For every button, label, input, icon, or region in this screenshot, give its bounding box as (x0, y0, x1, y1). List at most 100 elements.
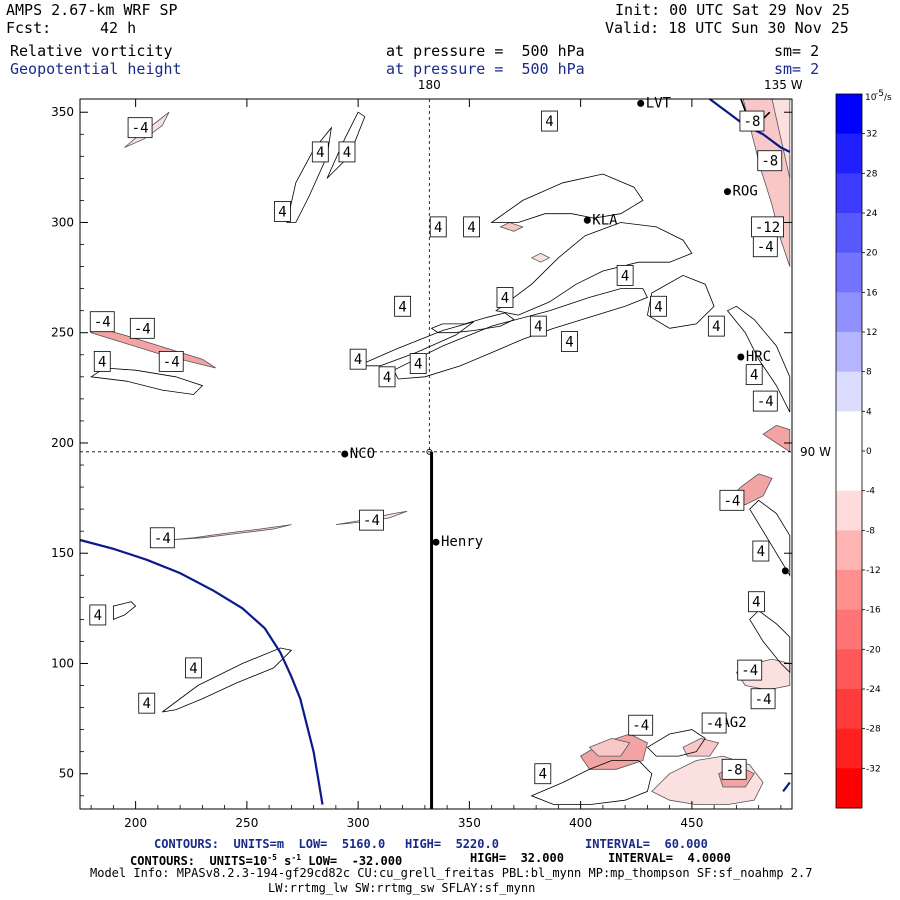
positive-vorticity-contour (749, 499, 791, 577)
contour-label: 4 (98, 354, 106, 370)
contour-label: 4 (434, 220, 442, 236)
colorbar-unit-exp: -5 (875, 89, 884, 99)
contour-label: -8 (744, 114, 761, 130)
contour-label: 4 (654, 299, 662, 315)
contour-label-box (757, 150, 783, 172)
station-label: HRC (746, 349, 771, 365)
field2-smoothing: sm= 2 (774, 60, 820, 78)
contour-label: -8 (726, 762, 743, 778)
station-marker (341, 450, 349, 458)
colorbar-tick-label: 20 (866, 249, 878, 259)
negative-vorticity-contour (762, 424, 791, 453)
station-marker (583, 216, 591, 224)
contour-label-box (149, 527, 175, 549)
positive-vorticity-contour (89, 367, 204, 395)
contour-label-box (752, 540, 770, 562)
station-marker (737, 353, 745, 361)
station-label: ROG (732, 184, 757, 200)
contour-label-box (378, 366, 396, 388)
contour-label-box (349, 348, 367, 370)
contour-label-box (138, 692, 156, 714)
contour-label-box (752, 390, 778, 412)
vorticity-contour-info: CONTOURS: UNITS=10-5 s-1 LOW= -32.000 (130, 853, 403, 868)
colorbar-segment (836, 530, 862, 571)
contour-label: -4 (632, 718, 649, 734)
station-marker (781, 567, 789, 575)
colorbar-segment (836, 292, 862, 333)
positive-vorticity-contour (749, 610, 791, 674)
contour-label-box (701, 712, 727, 734)
colorbar-tick-label: 12 (866, 328, 877, 338)
contour-label: 4 (354, 352, 362, 368)
contour-label-box (409, 353, 427, 374)
height-contour-high: HIGH= 5220.0 (405, 837, 499, 851)
contour-label-box (719, 489, 745, 511)
vorticity-contour-high: HIGH= 32.000 (470, 851, 564, 865)
contour-label: 4 (343, 145, 351, 161)
corner-label: 135 W (764, 78, 803, 92)
parallel-label: 90 W (800, 445, 831, 459)
colorbar-tick-label: 24 (866, 209, 878, 219)
positive-vorticity-contour (393, 288, 648, 380)
contour-label: 4 (94, 608, 102, 624)
contour-label-box (311, 141, 329, 163)
field2-name: Geopotential height (10, 60, 182, 78)
contour-label-box (561, 331, 578, 352)
contour-label-box (93, 350, 111, 372)
positive-vorticity-contour (726, 305, 791, 413)
positive-vorticity-contour (646, 274, 715, 329)
contour-label-box (496, 287, 514, 308)
y-tick-label: 250 (51, 326, 74, 340)
colorbar-segment (836, 411, 862, 452)
station-label: Henry (441, 534, 483, 550)
negative-vorticity-contour (90, 327, 216, 369)
height-contour (79, 538, 324, 805)
colorbar-tick-label: 4 (866, 407, 872, 417)
height-contour-interval: INTERVAL= 60.000 (585, 837, 708, 851)
contour-label-box (745, 364, 763, 386)
x-tick-label: 400 (569, 816, 592, 830)
contour-label: 4 (545, 114, 553, 130)
contour-label: -4 (741, 663, 758, 679)
contour-label-box (394, 295, 412, 317)
colorbar-tick-label: 32 (866, 130, 877, 140)
station-label: KLA (592, 212, 618, 228)
colorbar-segment (836, 252, 862, 293)
plot-frame (79, 98, 793, 810)
contour-label-box (129, 317, 155, 339)
colorbar-segment (836, 570, 862, 611)
contour-label: -4 (755, 692, 772, 708)
contour-label: 4 (316, 145, 324, 161)
vorticity-contour-interval: INTERVAL= 4.0000 (608, 851, 731, 865)
colorbar-unit: 10 (865, 93, 877, 103)
contour-label: -4 (132, 121, 149, 137)
valid-time: Valid: 18 UTC Sun 30 Nov 25 (605, 19, 849, 37)
contour-label: 4 (534, 319, 542, 335)
colorbar-segment (836, 490, 862, 531)
colorbar-segment (836, 609, 862, 650)
contour-label: 4 (414, 357, 422, 373)
colorbar-unit-suffix: /s (884, 93, 892, 103)
contour-label-box (752, 236, 778, 258)
x-tick-label: 300 (347, 816, 370, 830)
colorbar-segment (836, 451, 862, 492)
negative-vorticity-contour (530, 252, 551, 263)
field1-name: Relative vorticity (10, 42, 173, 60)
station-marker (637, 99, 645, 107)
contour-label: 4 (565, 335, 573, 351)
contour-label-box (750, 688, 776, 710)
contour-label: -4 (706, 716, 723, 732)
negative-vorticity-contour (682, 737, 720, 757)
colorbar-tick-label: -24 (866, 685, 881, 695)
colorbar-tick-label: -12 (866, 566, 881, 576)
positive-vorticity-contour (495, 222, 693, 316)
field1-level: at pressure = 500 hPa (386, 42, 585, 60)
colorbar-tick-label: -16 (866, 606, 881, 616)
negative-vorticity-contour (499, 222, 524, 232)
model-info-2: LW:rrtmg_lw SW:rrtmg_sw SFLAY:sf_mynn (268, 881, 536, 895)
x-tick-label: 200 (124, 816, 147, 830)
contour-label: 4 (750, 368, 758, 384)
contour-label-box (89, 604, 107, 626)
contour-label-box (338, 141, 356, 163)
contour-label-box (707, 315, 725, 337)
